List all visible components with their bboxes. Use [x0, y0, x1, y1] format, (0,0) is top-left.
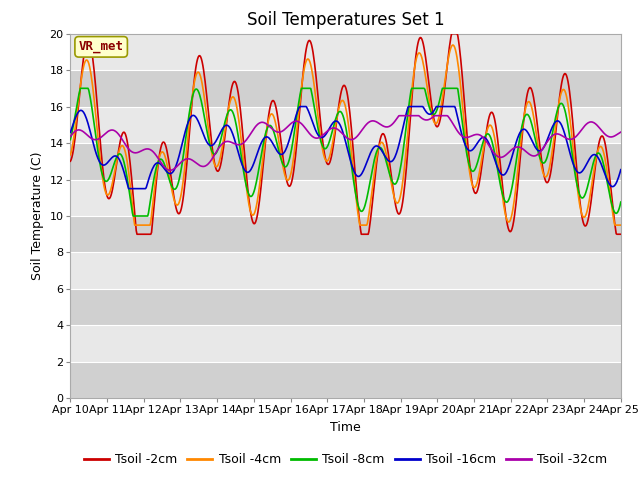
Y-axis label: Soil Temperature (C): Soil Temperature (C) [31, 152, 44, 280]
Text: VR_met: VR_met [79, 40, 124, 53]
Bar [70, 289, 621, 325]
Bar [70, 362, 621, 398]
Bar [70, 216, 621, 252]
Bar [70, 252, 621, 289]
Title: Soil Temperatures Set 1: Soil Temperatures Set 1 [247, 11, 444, 29]
Bar [70, 180, 621, 216]
Bar [70, 325, 621, 362]
Legend: Tsoil -2cm, Tsoil -4cm, Tsoil -8cm, Tsoil -16cm, Tsoil -32cm: Tsoil -2cm, Tsoil -4cm, Tsoil -8cm, Tsoi… [79, 448, 612, 471]
Bar [70, 143, 621, 180]
X-axis label: Time: Time [330, 421, 361, 434]
Bar [70, 34, 621, 70]
Bar [70, 70, 621, 107]
Bar [70, 107, 621, 143]
